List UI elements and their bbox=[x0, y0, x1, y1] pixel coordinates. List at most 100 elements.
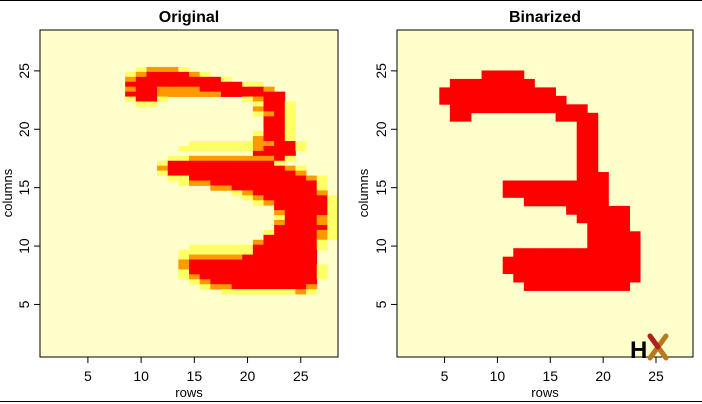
heatmap-cell bbox=[242, 141, 254, 147]
heatmap-cell bbox=[316, 215, 328, 221]
heatmap-cell bbox=[178, 264, 190, 270]
heatmap-cell bbox=[252, 180, 264, 186]
heatmap-cell bbox=[178, 249, 190, 255]
heatmap-cell bbox=[252, 274, 264, 280]
heatmap-cell bbox=[178, 91, 190, 97]
heatmap-cell bbox=[576, 155, 588, 164]
heatmap-cell bbox=[210, 81, 222, 88]
heatmap-cell bbox=[242, 155, 254, 162]
heatmap-cell bbox=[263, 126, 275, 132]
heatmap-cell bbox=[534, 256, 546, 266]
heatmap-cell bbox=[242, 264, 254, 270]
heatmap-cell bbox=[576, 180, 588, 190]
heatmap-cell bbox=[242, 259, 254, 265]
heatmap-cell bbox=[284, 106, 296, 112]
heatmap-cell bbox=[242, 165, 254, 172]
heatmap-cell bbox=[263, 200, 275, 206]
heatmap-cell bbox=[274, 91, 286, 97]
heatmap-cell bbox=[284, 259, 296, 265]
heatmap-cell bbox=[178, 76, 190, 83]
heatmap-cell bbox=[189, 180, 201, 186]
heatmap-cell bbox=[252, 150, 264, 157]
x-tick-label: 15 bbox=[187, 368, 203, 384]
heatmap-cell bbox=[274, 121, 286, 127]
heatmap-cell bbox=[597, 231, 609, 241]
heatmap-cell bbox=[263, 279, 275, 285]
heatmap-cell bbox=[263, 116, 275, 122]
heatmap-cell bbox=[274, 244, 286, 251]
heatmap-cell bbox=[199, 249, 211, 255]
heatmap-cell bbox=[220, 170, 232, 176]
heatmap-cell bbox=[316, 244, 328, 251]
heatmap-cell bbox=[449, 112, 461, 122]
heatmap-cell bbox=[555, 197, 567, 207]
heatmap-cell bbox=[306, 249, 318, 255]
heatmap-cell bbox=[189, 254, 201, 260]
heatmap-cell bbox=[316, 234, 328, 241]
heatmap-cell bbox=[274, 131, 286, 137]
heatmap-cell bbox=[242, 170, 254, 176]
heatmap-cell bbox=[252, 165, 264, 172]
heatmap-cell bbox=[199, 274, 211, 280]
heatmap-cell bbox=[597, 188, 609, 198]
heatmap-cell bbox=[199, 81, 211, 88]
heatmap-cell bbox=[471, 95, 482, 105]
heatmap-cell bbox=[189, 249, 201, 255]
heatmap-cell bbox=[439, 87, 451, 97]
heatmap-cell bbox=[146, 66, 158, 73]
heatmap-cell bbox=[316, 224, 328, 231]
heatmap-cell bbox=[210, 259, 222, 265]
heatmap-cell bbox=[167, 175, 179, 181]
heatmap-cell bbox=[597, 172, 609, 181]
heatmap-cell bbox=[274, 224, 286, 231]
heatmap-cell bbox=[523, 104, 535, 114]
heatmap-cell bbox=[263, 249, 275, 255]
y-tick-label: 25 bbox=[16, 63, 32, 79]
heatmap-cell bbox=[263, 195, 275, 201]
heatmap-cell bbox=[231, 279, 243, 285]
heatmap-cell bbox=[231, 249, 243, 255]
heatmap-cell bbox=[220, 76, 232, 83]
heatmap-cell bbox=[231, 264, 243, 270]
heatmap-cell bbox=[295, 264, 307, 270]
heatmap-cell bbox=[555, 188, 567, 198]
heatmap-cell bbox=[231, 259, 243, 265]
heatmap-cell bbox=[252, 289, 264, 295]
heatmap-cell bbox=[502, 87, 514, 97]
heatmap-cell bbox=[566, 104, 578, 114]
heatmap-cell bbox=[189, 145, 201, 152]
heatmap-cell bbox=[295, 239, 307, 246]
heatmap-cell bbox=[263, 185, 275, 191]
heatmap-cell bbox=[199, 180, 211, 186]
heatmap-cell bbox=[608, 282, 620, 291]
heatmap-cell bbox=[252, 96, 264, 102]
heatmap-cell bbox=[242, 160, 254, 167]
heatmap-cell bbox=[295, 141, 307, 147]
y-tick-label: 20 bbox=[16, 121, 32, 137]
heatmap-cell bbox=[576, 197, 588, 207]
heatmap-cell bbox=[471, 87, 482, 97]
svg-text:H: H bbox=[630, 337, 647, 364]
heatmap-cell bbox=[274, 111, 286, 117]
y-tick-label: 10 bbox=[373, 238, 389, 254]
heatmap-cell bbox=[566, 256, 578, 266]
y-tick-label: 15 bbox=[373, 180, 389, 196]
heatmap-cell bbox=[284, 180, 296, 186]
heatmap-cell bbox=[274, 165, 286, 172]
heatmap-cell bbox=[523, 197, 535, 207]
heatmap-cell bbox=[284, 239, 296, 246]
heatmap-cell bbox=[513, 256, 525, 266]
heatmap-cell bbox=[157, 91, 169, 97]
heatmap-cell bbox=[242, 279, 254, 285]
heatmap-cell bbox=[284, 264, 296, 270]
heatmap-cell bbox=[295, 185, 307, 191]
heatmap-cell bbox=[534, 188, 546, 198]
heatmap-cell bbox=[189, 170, 201, 176]
x-tick-label: 10 bbox=[490, 368, 506, 384]
heatmap-cell bbox=[555, 95, 567, 105]
panel-original: Original 5 10 15 20 25 5 10 15 20 25 rows column… bbox=[0, 9, 339, 400]
heatmap-cell bbox=[306, 259, 318, 265]
heatmap-cell bbox=[513, 180, 525, 190]
heatmap-cell bbox=[242, 86, 254, 93]
heatmap-cell bbox=[199, 284, 211, 290]
